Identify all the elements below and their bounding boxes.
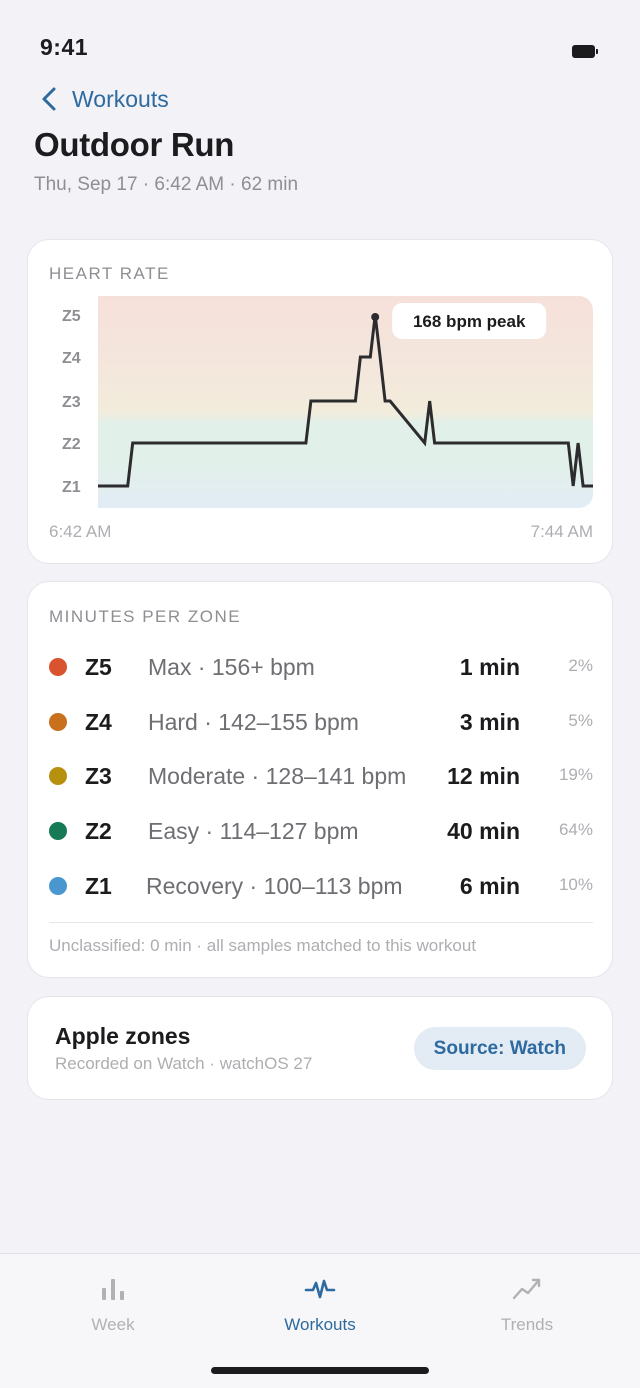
status-time: 9:41 [40,34,89,60]
zones-divider [49,922,593,923]
y-tick-label-z4: Z4 [62,350,81,367]
source-card: Apple zones Recorded on Watch · watchOS … [27,996,613,1100]
bar-chart-icon [102,1279,124,1300]
waveform-icon [304,1279,336,1299]
zone-description: Moderate · 128–141 bpm [148,763,407,790]
zone-dot [49,876,67,895]
home-indicator [211,1367,429,1374]
zone-row-z3: Z3 Moderate · 128–141 bpm 12 min 19% [28,756,614,796]
y-tick-label-z5: Z5 [62,308,81,325]
page-title: Outdoor Run [34,126,235,163]
zone-minutes: 1 min [459,654,520,680]
zone-dot [49,658,67,676]
source-button[interactable]: Source: Watch [413,1027,586,1070]
zone-row-z5: Z5 Max · 156+ bpm 1 min 2% [28,647,614,687]
zone-description: Easy · 114–127 bpm [148,818,359,845]
tab-bar: Week Workouts Trends [0,1253,640,1388]
zone-row-z1: Z1 Recovery · 100–113 bpm 6 min 10% [28,866,614,906]
zone-percent: 10% [558,874,593,894]
tab-workouts-label: Workouts [284,1315,356,1334]
zone-percent: 2% [568,656,593,675]
zone-minutes: 3 min [459,708,520,735]
zone-minutes: 40 min [447,818,520,845]
zone-row-z4: Z4 Hard · 142–155 bpm 3 min 5% [28,702,614,742]
peak-callout [392,303,547,339]
x-end-label: 7:44 AM [531,522,593,541]
zone-minutes: 12 min [447,763,520,790]
chevron-left-icon [42,87,56,111]
zone-name: Z2 [85,818,112,845]
heart-rate-card: HEART RATE Z1 Z2 Z3 Z4 Z5 168 bpm peak 6:42 AM… [27,239,613,564]
zone-name: Z1 [85,872,112,899]
zones-footnote: Unclassified: 0 min · all samples matche… [49,936,477,955]
tab-trends-label: Trends [500,1315,554,1334]
y-tick-label-z1: Z1 [62,479,81,496]
heart-rate-label: HEART RATE [49,264,170,283]
tab-workouts[interactable]: Workouts [250,1272,390,1352]
source-title: Apple zones [55,1023,191,1049]
zone-name: Z4 [85,708,112,735]
zones-label: MINUTES PER ZONE [49,607,242,626]
zone-description: Max · 156+ bpm [148,654,315,680]
tab-trends[interactable]: Trends [457,1272,597,1352]
trend-line-icon [512,1278,541,1300]
x-start-label: 6:42 AM [49,522,111,541]
tab-week-label: Week [91,1315,135,1334]
status-bar: 9:41 [0,0,640,80]
heart-rate-line [98,314,593,488]
zone-description: Hard · 142–155 bpm [148,708,359,735]
y-tick-label-z2: Z2 [62,436,81,453]
back-label: Workouts [72,85,169,112]
page-subtitle: Thu, Sep 17 · 6:42 AM · 62 min [34,174,299,195]
zones-card: MINUTES PER ZONE Z5 Max · 156+ bpm 1 min 2%… [27,581,613,978]
zone-percent: 5% [568,710,593,730]
tab-week[interactable]: Week [43,1272,183,1352]
zone-name: Z5 [85,654,112,680]
zone-dot [49,767,67,786]
zone-description: Recovery · 100–113 bpm [146,872,403,899]
zone-dot [49,822,67,841]
zone-percent: 19% [558,765,593,785]
zone-percent: 64% [558,820,593,840]
peak-callout-label: 168 bpm peak [413,312,526,331]
zone-minutes: 6 min [459,872,520,899]
battery-icon [572,45,598,58]
heart-rate-chart: Z1 Z2 Z3 Z4 Z5 168 bpm peak 6:42 AM 7:44 AM [49,296,593,541]
back-button[interactable]: Workouts [40,82,169,116]
zone-background-edge [98,296,114,508]
zone-dot [49,712,67,731]
source-subtitle: Recorded on Watch · watchOS 27 [55,1054,313,1073]
peak-marker [371,313,380,321]
y-tick-label-z3: Z3 [62,394,81,411]
zone-row-z2: Z2 Easy · 114–127 bpm 40 min 64% [28,811,614,851]
zone-name: Z3 [85,763,112,790]
